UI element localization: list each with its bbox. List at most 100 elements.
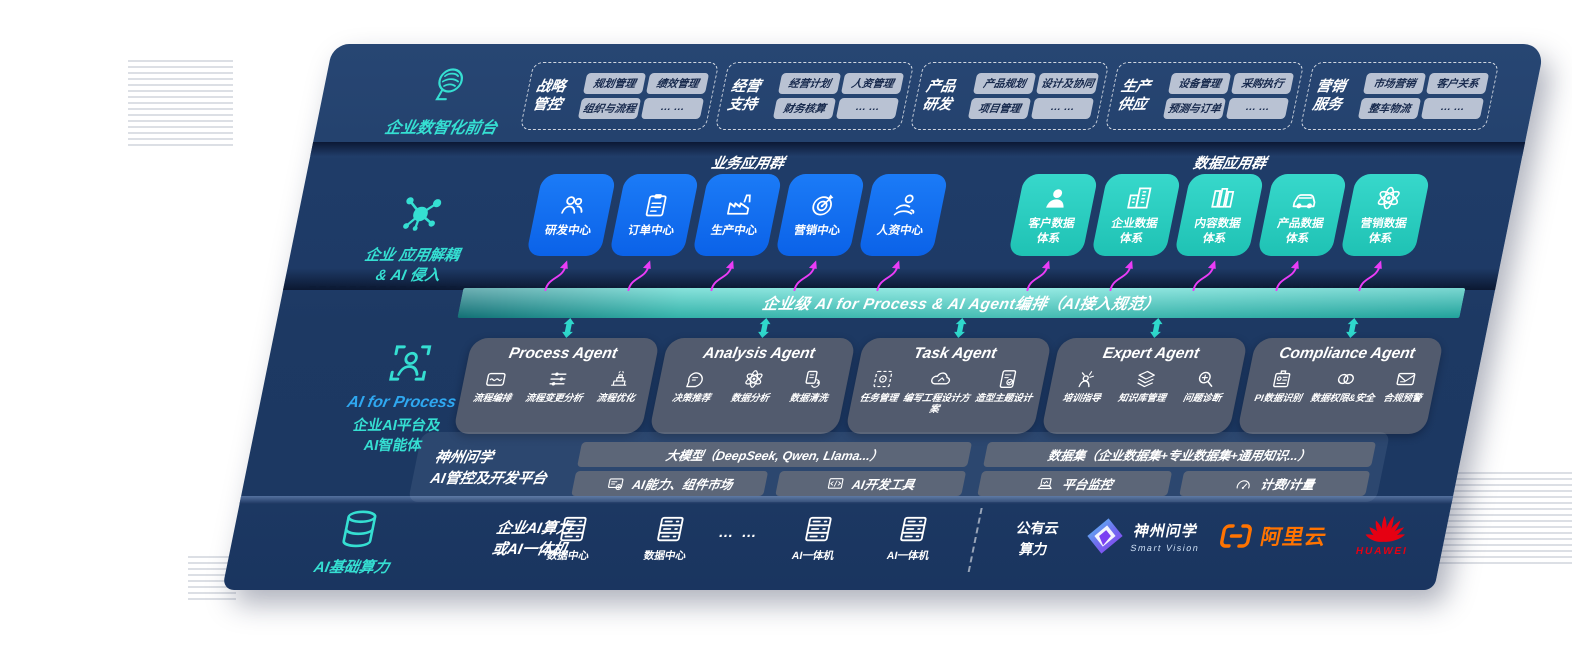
chip: … … (640, 98, 705, 119)
cell-monitoring: 平台监控 (977, 471, 1173, 496)
node-label: AI一体机 (790, 550, 836, 562)
front-group-label: 生产 供应 (1116, 78, 1152, 113)
cell-label: AI能力、组件市场 (630, 478, 734, 492)
dataset-bar-label: 数据集（企业数据集+专业数据集+通用知识...） (1046, 449, 1312, 463)
head-idea-icon (682, 368, 708, 390)
nodes-ellipsis: … … (716, 524, 761, 541)
chip: 设计及协同 (1035, 73, 1100, 94)
agent-item: 知识库管理 (1117, 368, 1172, 404)
brain-icon (423, 64, 476, 108)
agent-item: 流程变更分析 (524, 368, 588, 404)
target-icon (805, 191, 839, 219)
agent-item: 流程优化 (596, 368, 641, 404)
tile-order-center: 订单中心 (608, 174, 700, 256)
people-icon (888, 191, 922, 219)
agent-title: Analysis Agent (701, 345, 817, 362)
atom-icon (1372, 184, 1406, 212)
chip: 财务核算 (772, 98, 837, 119)
agent-card-analysis: Analysis Agent 决策推荐 数据分析 数据清洗 (648, 338, 857, 434)
tile-rd-center: 研发中心 (525, 174, 617, 256)
chip: … … (1225, 98, 1290, 119)
server-icon (800, 514, 836, 544)
agent-title: Task Agent (912, 345, 999, 362)
agent-item-label: PI数据识别 (1253, 393, 1303, 404)
agent-item: 造型主题设计 (972, 368, 1039, 416)
chip: 市场营销 (1362, 73, 1427, 94)
node-label: 数据中心 (642, 550, 688, 562)
atom-icon (741, 368, 767, 390)
updown-arrow-icon (1342, 318, 1362, 338)
side-ai-platform: AI for Process 企业AI平台及 AI智能体 (293, 340, 512, 457)
public-cloud-label: 公有云 算力 (1014, 520, 1061, 557)
agent-item: PI数据识别 (1253, 368, 1307, 404)
chip: 人资管理 (840, 73, 905, 94)
agent-item: 数据清洗 (788, 368, 833, 404)
tile-content-data: 内容数据 体系 (1173, 174, 1265, 256)
tile-product-data: 产品数据 体系 (1256, 174, 1348, 256)
alicloud-icon (1216, 520, 1257, 552)
id-badge-icon (1269, 368, 1295, 390)
front-group-operation: 经营 支持 经营计划 人资管理 财务核算 … … (714, 62, 915, 130)
stack-icon (607, 368, 633, 390)
tile-label: 营销中心 (792, 225, 842, 238)
tile-marketing-center: 营销中心 (774, 174, 866, 256)
tile-label: 研发中心 (543, 225, 593, 238)
market-icon (605, 475, 627, 493)
molecule-icon (392, 190, 450, 238)
agent-items: PI数据识别 数据权限&安全 合规预警 (1243, 363, 1439, 404)
front-group-label: 战略 管控 (531, 78, 567, 113)
agent-card-expert: Expert Agent 培训指导 知识库管理 问题诊断 (1040, 338, 1249, 434)
agent-card-compliance: Compliance Agent PI数据识别 数据权限&安全 合规预警 (1236, 338, 1445, 434)
chip: … … (1030, 98, 1095, 119)
chip: 规划管理 (582, 73, 647, 94)
agent-item-label: 数据清洗 (788, 393, 829, 404)
side-apps-label: 企业 应用解耦 & AI 侵入 (363, 247, 461, 285)
huawei-flower-icon (1362, 508, 1411, 544)
books-icon (1206, 184, 1240, 212)
side-agents-title: AI for Process (345, 394, 458, 411)
smartvision-name: 神州问学 (1132, 522, 1200, 540)
tile-enterprise-data: 企业数据 体系 (1090, 174, 1182, 256)
users-icon (556, 191, 590, 219)
cloud-edit-icon (927, 368, 953, 390)
node-ai-appliance: AI一体机 (772, 514, 860, 563)
database-icon (332, 508, 387, 552)
doc-refresh-icon (799, 368, 825, 390)
factory-icon (722, 191, 756, 219)
front-group-label: 营销 服务 (1311, 78, 1347, 113)
server-icon (895, 514, 931, 544)
chip-grid: 规划管理 绩效管理 组织与流程 … … (577, 73, 710, 119)
node-label: AI一体机 (885, 550, 931, 562)
chip-grid: 市场营销 客户关系 整车物流 … … (1357, 73, 1490, 119)
smartvision-logo: 神州问学 Smart Vision (1081, 516, 1206, 556)
front-group-production: 生产 供应 设备管理 采购执行 预测与订单 … … (1104, 62, 1305, 130)
side-front-label: 企业数智化前台 (383, 120, 499, 137)
chip: … … (1420, 98, 1485, 119)
cell-dev-tools: AI开发工具 (775, 471, 967, 496)
chip: … … (835, 98, 900, 119)
updown-arrow-icon (950, 318, 970, 338)
agent-item: 培训指导 (1061, 368, 1106, 404)
side-compute-label: AI基础算力 (312, 559, 391, 576)
agent-title: Expert Agent (1101, 345, 1201, 362)
updown-arrow-icon (558, 318, 578, 338)
card-check-icon (994, 368, 1020, 390)
agent-item-label: 流程优化 (595, 393, 636, 404)
tile-label: 生产中心 (709, 225, 759, 238)
model-bar-label: 大模型（DeepSeek, Qwen, Llama...） (664, 449, 885, 463)
chip-grid: 产品规划 设计及协同 项目管理 … … (967, 73, 1100, 119)
gauge-icon (1233, 475, 1255, 493)
agent-item: 数据分析 (730, 368, 775, 404)
huawei-name: HUAWEI (1354, 546, 1409, 557)
model-bar: 大模型（DeepSeek, Qwen, Llama...） (577, 442, 973, 467)
tile-label: 客户数据 体系 (1027, 218, 1076, 245)
agent-item-label: 流程变更分析 (524, 393, 584, 404)
agent-item-label: 数据权限&安全 (1309, 393, 1376, 404)
updown-arrow-icon (754, 318, 774, 338)
node-label: 数据中心 (545, 550, 591, 562)
rings-icon (1333, 368, 1359, 390)
side-front-office: 企业数智化前台 (354, 64, 539, 138)
clipboard-icon (639, 191, 673, 219)
business-apps-title: 业务应用群 (709, 156, 786, 172)
